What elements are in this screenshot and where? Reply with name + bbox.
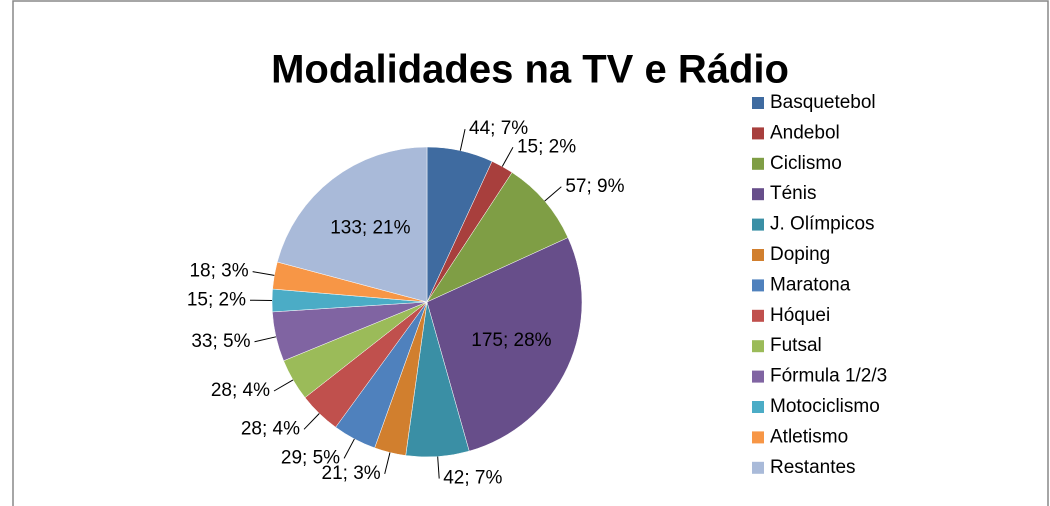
legend-swatch — [752, 127, 764, 140]
pie-slice — [276, 146, 428, 303]
leader-line — [273, 379, 294, 392]
data-label: 15; 2% — [517, 136, 576, 157]
data-label: 57; 9% — [565, 176, 624, 197]
data-label: 42; 7% — [443, 468, 502, 489]
leader-line — [437, 456, 440, 479]
legend-swatch — [752, 188, 764, 201]
data-label: 18; 3% — [189, 261, 248, 282]
legend-label: Atletismo — [770, 426, 848, 447]
legend-label: Futsal — [770, 335, 822, 356]
legend-swatch — [752, 401, 764, 413]
legend-label: Motociclismo — [770, 396, 880, 417]
data-label: 133; 21% — [330, 217, 410, 238]
leader-line — [384, 452, 391, 474]
legend-swatch — [752, 309, 764, 322]
data-label: 175; 28% — [471, 330, 551, 351]
leader-line — [501, 147, 514, 167]
leader-line — [544, 186, 562, 202]
data-label: 29; 5% — [281, 447, 340, 468]
chart-border — [12, 0, 1049, 506]
legend-swatch — [752, 340, 764, 353]
legend-swatch — [752, 218, 764, 231]
data-label: 33; 5% — [191, 331, 250, 352]
data-label: 21; 3% — [322, 463, 381, 484]
pie-slice — [426, 172, 569, 303]
legend-swatch — [752, 157, 764, 170]
leader-line — [303, 413, 320, 430]
legend-label: Restantes — [770, 457, 856, 478]
data-label: 28; 4% — [211, 380, 270, 401]
legend-swatch — [752, 97, 764, 109]
leader-line — [254, 336, 277, 343]
legend-label: Basquetebol — [770, 92, 876, 113]
legend-swatch — [752, 370, 764, 383]
leader-line — [343, 438, 355, 459]
data-label: 44; 7% — [469, 118, 528, 139]
legend-swatch — [752, 461, 764, 474]
chart-title: Modalidades na TV e Rádio — [271, 48, 789, 92]
data-label: 28; 4% — [241, 418, 300, 439]
legend-label: J. Olímpicos — [770, 214, 875, 235]
pie-slice — [426, 237, 583, 452]
legend-label: Fórmula 1/2/3 — [770, 366, 887, 387]
legend-label: Ténis — [770, 183, 816, 204]
legend-swatch — [752, 431, 764, 444]
data-label: 15; 2% — [187, 289, 246, 310]
legend-swatch — [752, 279, 764, 292]
leader-line — [252, 271, 275, 276]
legend-label: Doping — [770, 244, 830, 265]
legend-label: Ciclismo — [770, 153, 842, 174]
legend-label: Hóquei — [770, 305, 830, 326]
legend-label: Andebol — [770, 122, 840, 143]
leader-line — [459, 129, 466, 151]
legend-swatch — [752, 249, 764, 261]
legend-label: Maratona — [770, 274, 851, 295]
